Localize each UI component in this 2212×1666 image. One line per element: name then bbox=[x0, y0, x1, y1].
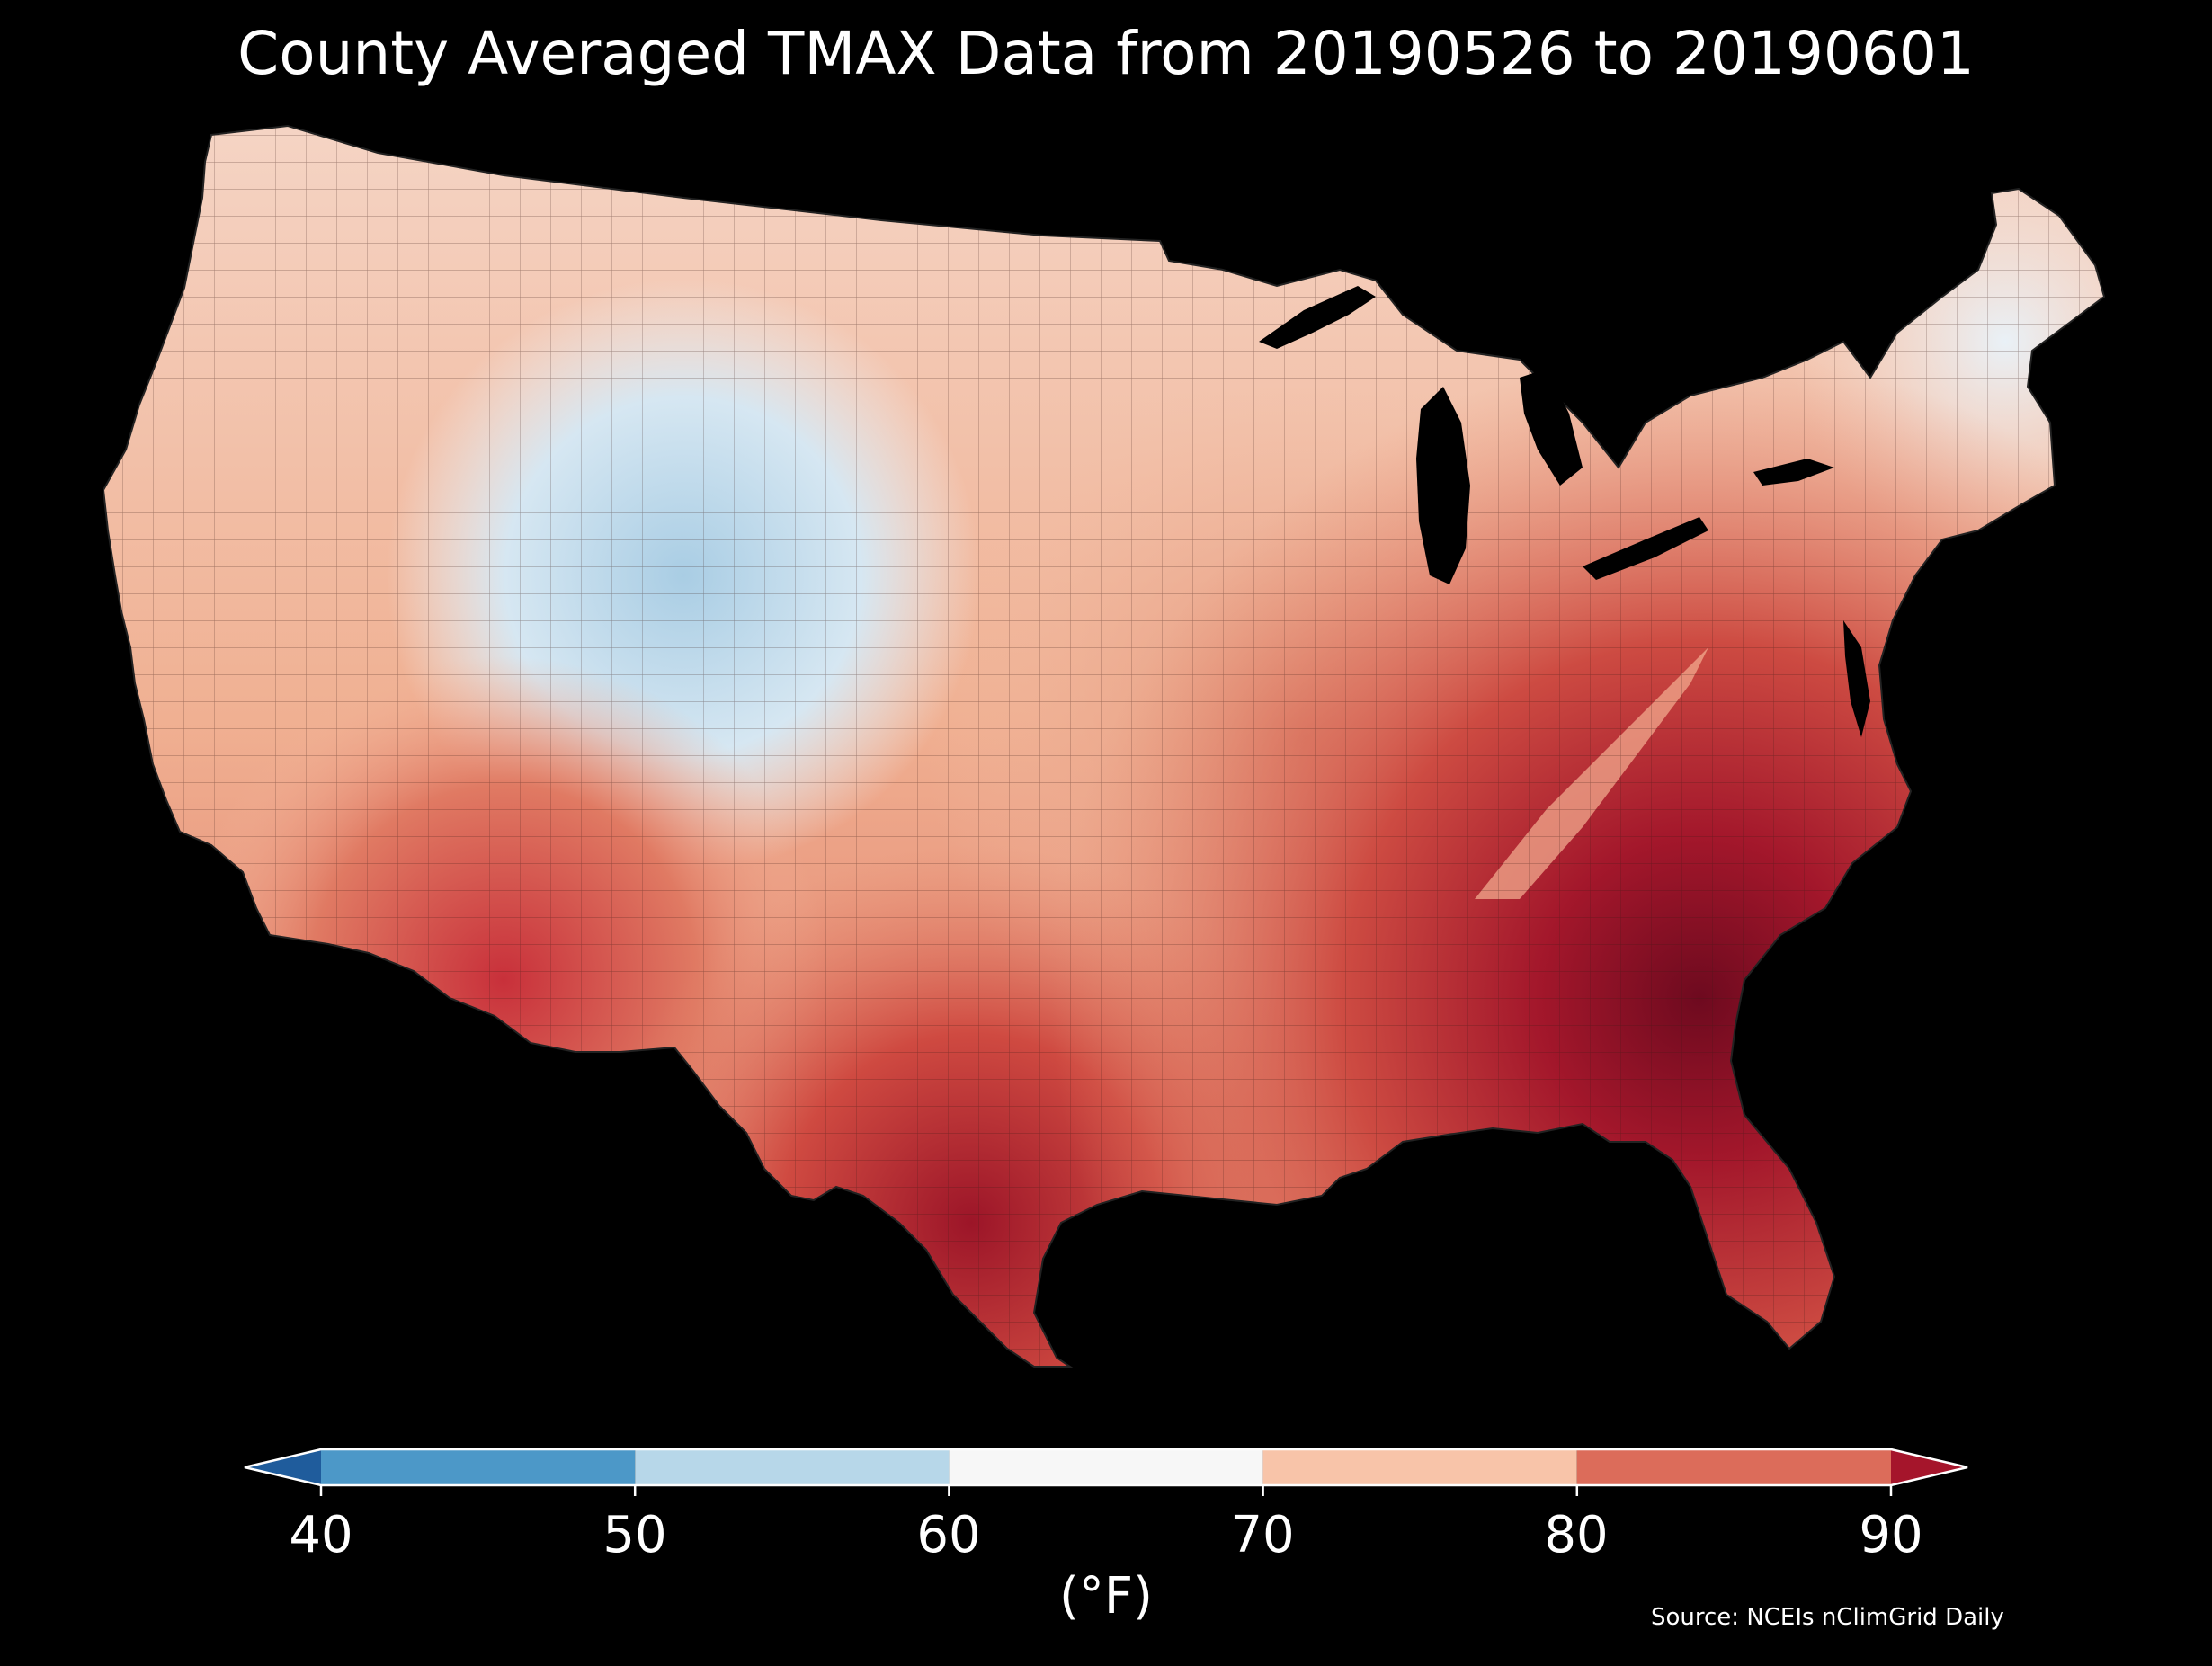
great-lakes bbox=[1259, 286, 1834, 584]
colorbar-tick-label: 70 bbox=[1230, 1506, 1295, 1564]
colorbar-tick-label: 40 bbox=[289, 1506, 353, 1564]
us-county-map bbox=[103, 125, 2105, 1368]
colorbar-tick-marks bbox=[319, 1485, 1893, 1496]
figure-title: County Averaged TMAX Data from 20190526 … bbox=[237, 19, 1975, 88]
lake-superior bbox=[1259, 286, 1376, 349]
lake-ontario bbox=[1753, 459, 1834, 486]
colorbar-over-triangle bbox=[1891, 1449, 1967, 1485]
colorbar-bin bbox=[321, 1449, 636, 1485]
colorbar-bin bbox=[949, 1449, 1263, 1485]
lake-huron bbox=[1520, 369, 1583, 486]
colorbar-bin bbox=[1262, 1449, 1577, 1485]
colorbar-tick-label: 50 bbox=[602, 1506, 667, 1564]
map-fill-layer bbox=[103, 126, 2104, 1367]
colorbar-bin bbox=[1576, 1449, 1891, 1485]
colorbar-bin bbox=[635, 1449, 950, 1485]
colorbar-bins bbox=[321, 1449, 1891, 1485]
source-credit: Source: NCEIs nClimGrid Daily bbox=[1651, 1604, 2004, 1631]
colorbar-tick-label: 90 bbox=[1859, 1506, 1923, 1564]
colorbar-unit-label: (°F) bbox=[1059, 1567, 1153, 1626]
lake-michigan bbox=[1416, 387, 1470, 584]
colorbar-tick-label: 80 bbox=[1544, 1506, 1609, 1564]
colorbar bbox=[244, 1448, 1968, 1496]
chesapeake-bay bbox=[1843, 620, 1870, 737]
colorbar-tick-label: 60 bbox=[916, 1506, 981, 1564]
lake-erie bbox=[1583, 517, 1708, 580]
colorbar-under-triangle bbox=[245, 1449, 321, 1485]
